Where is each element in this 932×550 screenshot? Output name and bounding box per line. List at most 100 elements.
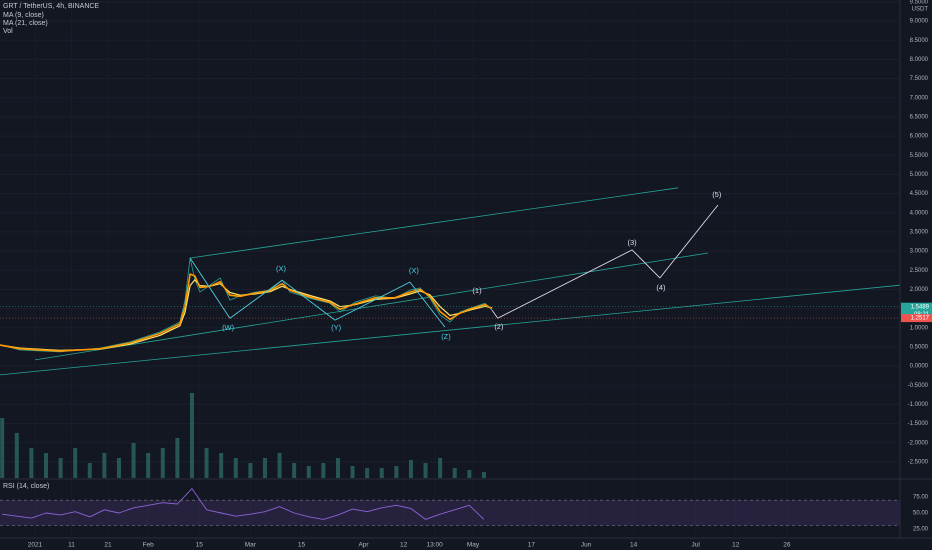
x-tick-label: Mar [245,542,257,549]
volume-bar [58,458,63,478]
y-tick-label: 3.0000 [910,249,929,255]
x-tick-label: 2021 [28,542,43,549]
volume-bar [350,466,355,478]
x-tick-label: 14 [630,542,638,549]
wave-label: (1) [472,286,482,295]
wave-label: (Z) [441,332,451,341]
volume-bar [321,463,326,478]
wave-label: (W) [222,323,235,332]
y-tick-label: -2.5000 [908,459,929,465]
wave-label: (3) [628,238,638,247]
x-tick-label: May [467,542,480,549]
wave-label: (5) [712,190,722,199]
volume-bar [335,458,340,478]
volume-bar [292,463,297,478]
volume-bar [87,463,92,478]
y-tick-label: 4.0000 [910,210,929,216]
legend-entry: MA (21, close) [3,20,48,27]
wave-path [189,257,446,328]
volume-bar [365,468,370,478]
price-tag-label: 1.5489 [911,304,930,310]
y-tick-label: 6.0000 [910,134,929,140]
y-tick-label: 9.0000 [910,19,929,25]
y-tick-label: -0.5000 [908,383,929,389]
trend-line [0,284,901,376]
volume-bar [233,458,238,478]
trend-line [34,252,709,361]
legend-entry: MA (9, close) [3,12,44,19]
volume-bar [262,458,267,478]
y-tick-label: 7.5000 [910,76,929,82]
volume-bar [248,463,253,478]
y-tick-label: 9.5000 [910,0,929,5]
x-tick-label: 26 [783,542,791,549]
y-tick-label: -1.5000 [908,421,929,427]
price-pane: (W) (X) (Y) (X) (Z) (1) (2) (3) (4) (5) [0,187,901,478]
x-tick-label: 15 [196,542,204,549]
y-tick-label: 1.0000 [910,325,929,331]
volume-bar [379,468,384,478]
ma-line [0,273,493,352]
wave-label: (4) [656,283,666,292]
y-tick-label: 2.0000 [910,287,929,293]
x-tick-label: 17 [528,542,536,549]
y-tick-label: 7.0000 [910,95,929,101]
volume-bar [175,438,180,478]
volume-bar [438,458,443,478]
chart-title: GRT / TetherUS, 4h, BINANCE [3,3,99,10]
volume-bar [14,433,19,478]
y-tick-label: 0.0000 [910,364,929,370]
y-tick-label: -2.0000 [908,440,929,446]
rsi-title: RSI (14, close) [3,483,49,490]
y-tick-label: 4.5000 [910,191,929,197]
wave-label: (X) [409,266,420,275]
volume-bar [131,443,136,478]
rsi-tick-label: 50.00 [913,511,929,517]
rsi-tick-label: 25.00 [913,527,929,533]
volume-bar [43,453,48,478]
volume-bar [102,453,107,478]
volume-bar [423,463,428,478]
volume-bar [204,448,209,478]
x-tick-label: 12 [400,542,408,549]
x-tick-label: 12 [732,542,740,549]
x-tick-label: 15 [298,542,306,549]
y-tick-label: 8.0000 [910,57,929,63]
volume-bar [394,466,399,478]
volume-bar [29,448,34,478]
price-tag-label: 1.2517 [911,316,930,322]
volume-bar [452,468,457,478]
y-tick-label: 5.5000 [910,153,929,159]
volume-bar [116,458,121,478]
volume-bar [160,448,165,478]
legend-entry: Vol [3,28,13,35]
volume-bar [189,393,194,478]
x-tick-label: 13:00 [427,542,444,549]
volume-bar [467,470,472,478]
wave-label: (Y) [331,323,342,332]
rsi-pane [0,488,900,527]
volume-bar [73,448,78,478]
x-tick-label: 11 [68,542,75,549]
y-tick-label: 6.5000 [910,114,929,120]
volume-bar [306,466,311,478]
volume-bar [277,453,282,478]
y-tick-label: 3.5000 [910,229,929,235]
rsi-tick-label: 75.00 [913,495,929,501]
y-tick-label: 8.5000 [910,38,929,44]
y-tick-label: 0.5000 [910,344,929,350]
volume-bar [408,460,413,478]
wave-label: (2) [494,322,504,331]
wave-path [491,204,719,319]
x-tick-label: 21 [104,542,112,549]
y-tick-label: 5.0000 [910,172,929,178]
wave-label: (X) [276,264,287,273]
y-tick-label: -1.0000 [908,402,929,408]
x-tick-label: Apr [358,542,369,549]
x-tick-label: Jun [581,542,592,549]
price-tag [901,314,932,323]
axis-unit: USDT [912,7,929,13]
ma-line [0,279,493,351]
volume-bar [219,453,224,478]
